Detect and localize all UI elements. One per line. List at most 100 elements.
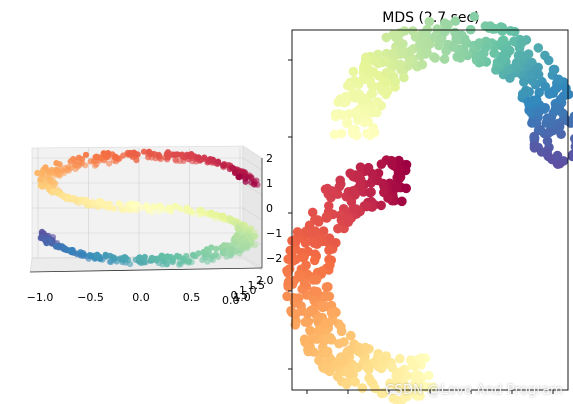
data-point-3d [140, 148, 148, 155]
data-point-mds [477, 56, 487, 67]
data-point-mds [523, 49, 534, 59]
data-point-mds [303, 317, 313, 327]
data-point-mds [411, 373, 422, 384]
data-point-mds [322, 347, 332, 358]
data-point-3d [155, 151, 162, 158]
data-point-mds [388, 71, 399, 82]
data-point-3d [75, 154, 82, 161]
data-point-mds [542, 136, 553, 146]
data-point-3d [64, 193, 71, 200]
data-point-mds [335, 94, 346, 104]
data-point-3d [122, 254, 129, 262]
data-point-mds [331, 238, 341, 248]
data-point-3d [94, 251, 101, 258]
data-point-3d [164, 149, 172, 156]
data-point-mds [388, 379, 399, 390]
data-point-mds [404, 46, 415, 57]
data-point-mds [345, 367, 355, 378]
data-point-3d [98, 198, 105, 205]
data-point-mds [299, 278, 310, 288]
data-point-mds [555, 158, 565, 169]
data-point-mds [529, 131, 539, 142]
data-point-3d [87, 158, 94, 165]
data-point-3d [166, 204, 173, 211]
data-point-mds [360, 105, 371, 116]
data-point-mds [359, 93, 370, 104]
z-tick-label-3d: −2 [266, 252, 282, 265]
data-point-mds [533, 43, 544, 53]
data-point-mds [402, 371, 412, 381]
data-point-3d [209, 156, 216, 163]
data-point-mds [567, 151, 573, 162]
data-point-mds [333, 223, 343, 234]
data-point-mds [370, 383, 380, 394]
data-point-mds [509, 36, 519, 47]
data-point-3d [86, 252, 93, 259]
data-point-mds [376, 200, 387, 211]
y-tick-label-3d: 0.5 [231, 289, 249, 302]
data-point-3d [201, 154, 208, 161]
grid-line-z-side [242, 207, 263, 221]
data-point-mds [351, 130, 362, 141]
data-point-mds [562, 115, 572, 126]
data-point-mds [344, 215, 355, 225]
data-point-mds [551, 83, 561, 94]
data-point-mds [343, 80, 353, 91]
data-point-mds [505, 26, 516, 36]
data-point-mds [298, 253, 309, 263]
data-point-3d [179, 151, 186, 158]
data-point-mds [317, 302, 328, 313]
data-point-mds [348, 66, 359, 77]
data-point-mds [394, 368, 405, 379]
y-tick-label-3d: 2.0 [256, 274, 274, 287]
data-point-mds [372, 107, 382, 118]
data-point-3d [53, 160, 60, 167]
data-point-3d [151, 203, 158, 210]
data-point-3d [143, 202, 150, 209]
data-point-mds [546, 117, 556, 128]
data-point-mds [478, 48, 489, 59]
data-point-mds [366, 80, 377, 90]
data-point-mds [363, 65, 374, 76]
data-point-mds [528, 95, 538, 106]
data-point-mds [556, 129, 566, 139]
data-point-mds [353, 362, 363, 373]
data-point-mds [469, 11, 480, 22]
data-point-mds [320, 292, 330, 302]
data-point-mds [399, 380, 410, 390]
data-point-mds [536, 147, 547, 157]
data-point-3d [183, 204, 190, 211]
x-tick-label-3d: 0.5 [183, 291, 201, 304]
data-point-mds [521, 85, 531, 96]
data-point-3d [131, 202, 138, 209]
data-point-mds [282, 291, 292, 302]
data-point-mds [324, 245, 334, 255]
data-point-3d [226, 215, 233, 222]
data-point-3d [90, 199, 97, 206]
data-point-mds [321, 364, 331, 374]
data-point-mds [533, 69, 544, 80]
data-point-mds [434, 40, 444, 51]
data-point-mds [395, 163, 406, 174]
data-point-mds [309, 286, 319, 296]
data-point-mds [380, 57, 391, 67]
data-point-3d [212, 251, 219, 258]
data-point-mds [527, 118, 537, 128]
data-point-3d [102, 251, 109, 258]
data-point-mds [360, 54, 371, 64]
data-point-mds [430, 53, 441, 63]
data-point-3d [185, 257, 193, 264]
x-tick-label-3d: 0.0 [132, 291, 150, 304]
data-point-mds [305, 325, 315, 336]
data-point-mds [419, 381, 430, 392]
data-point-3d [70, 155, 77, 163]
data-point-mds [317, 266, 328, 276]
data-point-3d [164, 253, 171, 260]
data-point-mds [350, 377, 361, 387]
x-tick-labels-3d: −1.0 −0.5 0.0 0.5 1.0 [27, 291, 251, 304]
data-point-3d [177, 206, 184, 213]
data-point-3d [38, 169, 46, 176]
data-point-mds [360, 342, 371, 353]
data-point-3d [69, 247, 76, 254]
